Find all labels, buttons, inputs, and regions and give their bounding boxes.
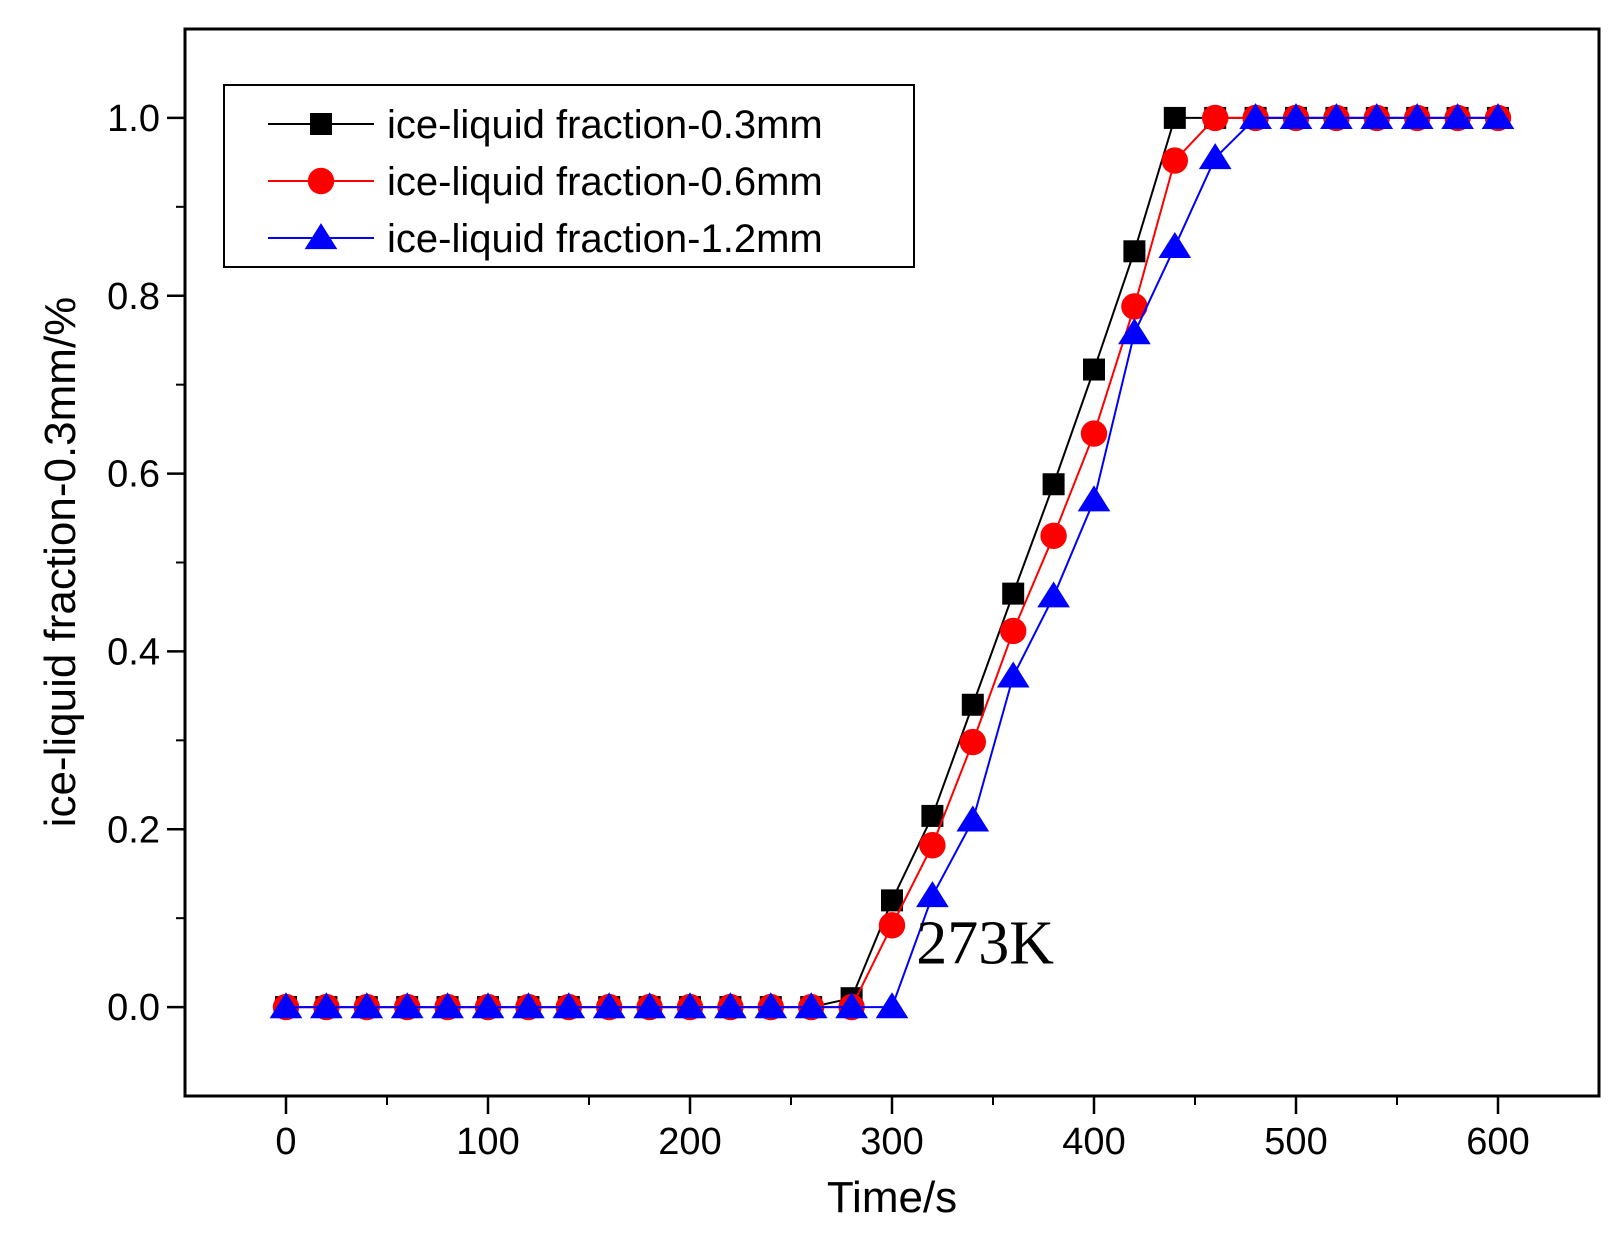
x-tick-label: 300 bbox=[860, 1121, 923, 1163]
data-point bbox=[592, 992, 626, 1019]
x-tick-label: 500 bbox=[1264, 1121, 1327, 1163]
legend-marker bbox=[307, 167, 335, 195]
data-point bbox=[350, 992, 384, 1019]
legend-item-2: ice-liquid fraction-0.6mm bbox=[268, 160, 823, 204]
y-axis-label: ice-liquid fraction-0.3mm/% bbox=[36, 297, 85, 828]
data-point bbox=[1002, 582, 1025, 605]
data-point bbox=[673, 992, 707, 1019]
data-point bbox=[1202, 104, 1229, 132]
legend-marker bbox=[304, 223, 338, 250]
legend-item-1: ice-liquid fraction-0.3mm bbox=[268, 103, 823, 147]
data-point bbox=[956, 805, 990, 832]
data-point bbox=[1161, 147, 1189, 174]
y-tick-label: 0.6 bbox=[107, 454, 160, 496]
data-point bbox=[1158, 231, 1192, 258]
legend-item-3: ice-liquid fraction-1.2mm bbox=[268, 217, 823, 261]
x-tick-label: 600 bbox=[1466, 1121, 1529, 1163]
data-point bbox=[875, 992, 909, 1019]
data-point bbox=[1040, 522, 1067, 550]
data-point bbox=[961, 693, 984, 716]
data-point bbox=[269, 992, 303, 1019]
y-tick-label: 1.0 bbox=[107, 98, 160, 140]
data-point bbox=[1198, 143, 1232, 170]
data-point bbox=[1239, 103, 1272, 130]
data-point bbox=[878, 912, 906, 939]
data-point bbox=[835, 992, 868, 1019]
data-point bbox=[1400, 103, 1434, 130]
data-point bbox=[921, 804, 944, 827]
data-point bbox=[1279, 103, 1313, 130]
data-point bbox=[996, 661, 1030, 688]
data-point bbox=[754, 992, 788, 1019]
series-3 bbox=[269, 103, 1515, 1019]
data-point bbox=[633, 992, 666, 1019]
data-point bbox=[881, 889, 903, 912]
data-point bbox=[1320, 103, 1353, 130]
y-tick-label: 0.0 bbox=[107, 987, 160, 1029]
data-point bbox=[714, 992, 747, 1019]
x-tick-label: 200 bbox=[658, 1121, 721, 1163]
data-point bbox=[1121, 293, 1148, 320]
data-point bbox=[1083, 358, 1105, 381]
x-axis-label: Time/s bbox=[827, 1173, 957, 1222]
x-axis: 0 100 200 300 400 500 600 bbox=[275, 1096, 1530, 1163]
data-point bbox=[919, 832, 946, 859]
data-point bbox=[794, 992, 828, 1019]
data-point bbox=[512, 992, 545, 1019]
data-point bbox=[1481, 103, 1515, 130]
data-point bbox=[431, 992, 464, 1019]
data-point bbox=[1080, 420, 1108, 447]
data-point bbox=[1042, 473, 1065, 496]
y-tick-label: 0.4 bbox=[107, 631, 160, 673]
legend: ice-liquid fraction-0.3mm ice-liquid frac… bbox=[223, 84, 915, 268]
data-point bbox=[1360, 103, 1394, 130]
data-point bbox=[390, 992, 424, 1019]
x-tick-label: 100 bbox=[456, 1121, 519, 1163]
data-point bbox=[1163, 106, 1186, 129]
data-point bbox=[916, 881, 949, 908]
data-point bbox=[471, 992, 505, 1019]
y-axis: 0.0 0.2 0.4 0.6 0.8 1.0 bbox=[107, 98, 185, 1029]
legend-box bbox=[223, 84, 915, 268]
data-point bbox=[552, 992, 586, 1019]
data-point bbox=[1000, 617, 1027, 645]
x-tick-label: 400 bbox=[1062, 1121, 1125, 1163]
data-point bbox=[1077, 485, 1111, 512]
legend-label: ice-liquid fraction-0.3mm bbox=[387, 103, 823, 147]
data-point bbox=[310, 992, 343, 1019]
legend-label: ice-liquid fraction-0.6mm bbox=[387, 160, 823, 204]
legend-label: ice-liquid fraction-1.2mm bbox=[387, 217, 823, 261]
data-point bbox=[1037, 581, 1070, 608]
data-point bbox=[1441, 103, 1474, 130]
data-point bbox=[1123, 240, 1146, 263]
data-point bbox=[959, 728, 986, 756]
x-tick-label: 0 bbox=[275, 1121, 296, 1163]
legend-marker bbox=[310, 113, 332, 135]
y-tick-label: 0.2 bbox=[107, 809, 160, 851]
y-tick-label: 0.8 bbox=[107, 276, 160, 318]
data-point bbox=[1118, 318, 1151, 345]
series-layer bbox=[269, 103, 1515, 1021]
annotation-273k: 273K bbox=[916, 910, 1054, 978]
